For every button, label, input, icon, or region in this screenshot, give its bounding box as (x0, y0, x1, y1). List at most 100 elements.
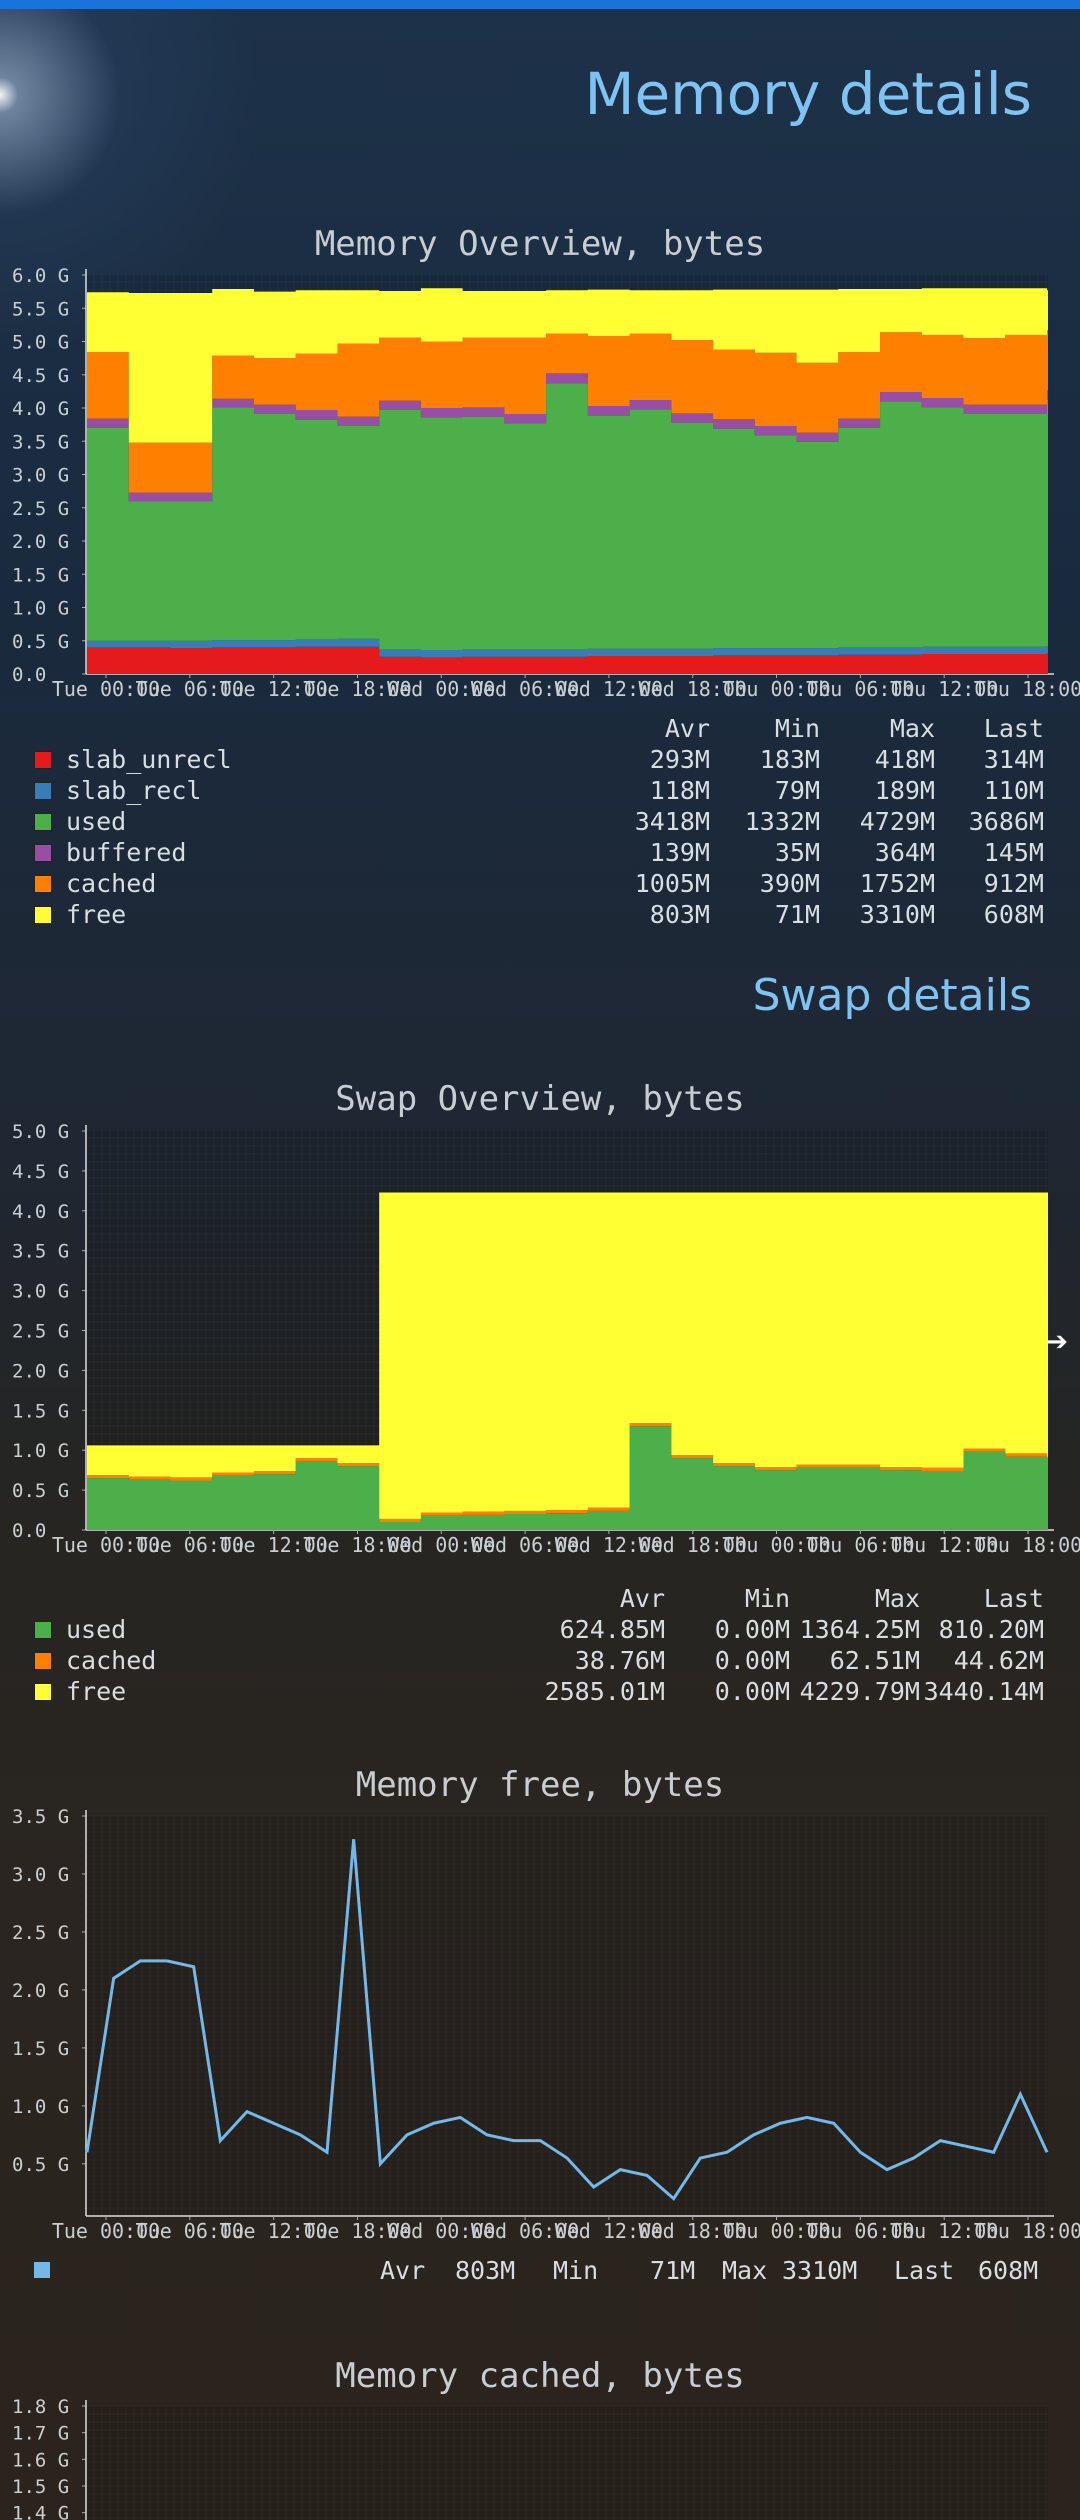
legend-header: Avr Min Max Last (0, 714, 1080, 745)
legend-series-name: free (66, 1677, 127, 1706)
swap-details-title: Swap details (752, 970, 1032, 1021)
legend-last-value: 110M (983, 776, 1044, 805)
x-tick-label: Thu 12:00 (890, 2219, 998, 2243)
x-tick-label: Wed 18:00 (639, 1533, 747, 1557)
memory-details-title: Memory details (584, 60, 1032, 128)
header-last: Last (983, 1584, 1044, 1613)
x-tick-label: Wed 18:00 (639, 677, 747, 701)
y-tick-label: 1.5 G (12, 2476, 69, 2498)
x-tick-label: Tue 18:00 (303, 2219, 411, 2243)
legend-swatch (34, 1621, 52, 1639)
legend-avr-value: 803M (649, 900, 710, 929)
x-tick-label: Thu 06:00 (806, 2219, 914, 2243)
y-tick-label: 6.0 G (12, 265, 69, 287)
x-tick-label: Wed 06:00 (471, 2219, 579, 2243)
series-area-slab_unrecl (87, 646, 1048, 674)
legend-min-value: 71M (774, 900, 820, 929)
legend-min-value: 35M (774, 838, 820, 867)
legend-avr-value: 38.76M (574, 1646, 665, 1675)
legend-swatch (34, 2262, 50, 2278)
x-tick-label: Tue 18:00 (303, 677, 411, 701)
legend-last-value: 3686M (968, 807, 1044, 836)
x-tick-label: Wed 00:00 (387, 677, 495, 701)
legend-series-name: cached (66, 1646, 157, 1675)
legend-max-value: 4729M (859, 807, 935, 836)
legend-max-value: 189M (874, 776, 935, 805)
series-area-slab_recl (87, 638, 1048, 658)
x-tick-label: Thu 06:00 (806, 1533, 914, 1557)
x-tick-label: Tue 06:00 (136, 2219, 244, 2243)
legend-header: Avr Min Max Last (0, 1584, 1080, 1615)
x-tick-label: Thu 18:00 (974, 677, 1080, 701)
memory-free-legend: Avr 803M Min 71M Max 3310M Last 608M (0, 2256, 1080, 2288)
legend-last-value: 145M (983, 838, 1044, 867)
legend-swatch (34, 813, 52, 831)
legend-avr-value: 1005M (634, 869, 710, 898)
legend-max-value: 418M (874, 745, 935, 774)
free-avr-label: Avr (380, 2256, 426, 2285)
legend-avr-value: 139M (649, 838, 710, 867)
series-area-free (87, 288, 1048, 443)
legend-max-value: 4229.79M (799, 1677, 920, 1706)
y-tick-label: 0.5 G (12, 2154, 69, 2176)
legend-series-name: slab_unrecl (66, 745, 232, 774)
legend-swatch (34, 844, 52, 862)
legend-row-slab_unrecl: slab_unrecl 293M 183M 418M 314M (0, 745, 1080, 776)
header-avr: Avr (619, 1584, 665, 1613)
y-tick-label: 1.6 G (12, 2449, 69, 2471)
series-area-used (87, 1426, 1048, 1530)
free-max-value: 3310M (782, 2256, 858, 2285)
legend-swatch (34, 875, 52, 893)
y-tick-label: 3.0 G (12, 1281, 69, 1303)
x-tick-label: Wed 18:00 (639, 2219, 747, 2243)
legend-min-value: 0.00M (714, 1615, 790, 1644)
header-max: Max (889, 714, 935, 743)
legend-min-value: 183M (759, 745, 820, 774)
legend-max-value: 3310M (859, 900, 935, 929)
x-tick-label: Thu 18:00 (974, 2219, 1080, 2243)
y-tick-label: 3.5 G (12, 431, 69, 453)
x-tick-label: Tue 00:00 (52, 1533, 160, 1557)
y-tick-label: 3.5 G (12, 1806, 69, 1828)
legend-last-value: 314M (983, 745, 1044, 774)
legend-row-cached: cached 38.76M 0.00M 62.51M 44.62M (0, 1646, 1080, 1677)
y-tick-label: 2.5 G (12, 498, 69, 520)
legend-series-name: slab_recl (66, 776, 202, 805)
y-tick-label: 1.7 G (12, 2423, 69, 2445)
legend-max-value: 1752M (859, 869, 935, 898)
legend-min-value: 79M (774, 776, 820, 805)
memory-overview-title: Memory Overview, bytes (314, 224, 766, 264)
y-tick-label: 3.5 G (12, 1241, 69, 1263)
legend-row-free: free 803M 71M 3310M 608M (0, 900, 1080, 931)
x-tick-label: Wed 12:00 (555, 1533, 663, 1557)
legend-series-name: used (66, 1615, 127, 1644)
x-tick-label: Thu 00:00 (722, 677, 830, 701)
y-tick-label: 1.5 G (12, 564, 69, 586)
legend-row-free: free 2585.01M 0.00M 4229.79M 3440.14M (0, 1677, 1080, 1708)
x-tick-label: Wed 00:00 (387, 1533, 495, 1557)
legend-min-value: 0.00M (714, 1646, 790, 1675)
y-tick-label: 5.5 G (12, 298, 69, 320)
y-tick-label: 0.0 (12, 1520, 46, 1542)
legend-min-value: 0.00M (714, 1677, 790, 1706)
legend-max-value: 1364.25M (799, 1615, 920, 1644)
legend-avr-value: 624.85M (559, 1615, 665, 1644)
x-tick-label: Tue 06:00 (136, 677, 244, 701)
x-tick-label: Tue 12:00 (219, 2219, 327, 2243)
x-tick-label: Wed 12:00 (555, 2219, 663, 2243)
x-tick-label: Thu 12:00 (890, 677, 998, 701)
legend-last-value: 608M (983, 900, 1044, 929)
y-tick-label: 1.8 G (12, 2396, 69, 2418)
x-tick-label: Wed 12:00 (555, 677, 663, 701)
x-tick-label: Thu 12:00 (890, 1533, 998, 1557)
header-max: Max (874, 1584, 920, 1613)
free-last-label: Last (894, 2256, 955, 2285)
x-tick-label: Thu 06:00 (806, 677, 914, 701)
right-arrow-icon[interactable]: ➔ (1046, 1327, 1068, 1357)
swap-overview-chart: 0.0 0.5 G 1.0 G 1.5 G 2.0 G 2.5 G 3.0 G 3.5 G 4.… (12, 1121, 1080, 1557)
legend-row-buffered: buffered 139M 35M 364M 145M (0, 838, 1080, 869)
legend-swatch (34, 782, 52, 800)
y-tick-label: 0.0 (12, 664, 46, 686)
y-tick-label: 1.0 G (12, 2096, 69, 2118)
free-last-value: 608M (978, 2256, 1039, 2285)
